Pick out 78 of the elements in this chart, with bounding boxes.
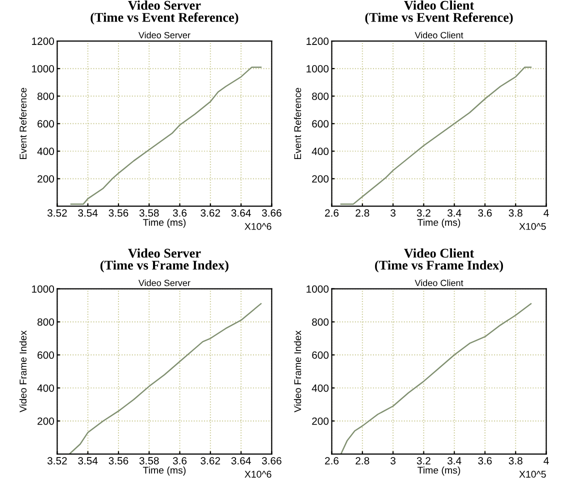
y-tick-label: 400: [312, 148, 329, 156]
x-tick-label: 3.62: [200, 457, 220, 464]
y-tick-label: 400: [37, 148, 54, 156]
x-tick-label: 3.64: [231, 457, 251, 464]
y-tick-label: 200: [312, 417, 329, 425]
x-axis-title: Time (ms): [418, 466, 460, 476]
y-tick-label: 600: [312, 120, 329, 128]
chart-title: Video Client (Time vs Event Reference): [365, 0, 513, 25]
y-tick-label: 800: [312, 318, 329, 326]
x-tick-label: 2.8: [356, 457, 370, 464]
x-tick-label: 3.58: [139, 457, 159, 464]
x-tick-label: 3.8: [508, 209, 522, 217]
y-tick-label: 600: [312, 351, 329, 359]
x-tick-label: 3: [390, 457, 396, 464]
x-tick-label: 3.6: [478, 457, 492, 464]
y-axis-title: Event Reference: [19, 88, 27, 160]
y-tick-label: 1000: [306, 65, 329, 72]
y-tick-label: 600: [38, 120, 54, 128]
y-tick-label: 1200: [32, 38, 54, 45]
y-axis-title: Event Reference: [294, 88, 302, 160]
x-tick-label: 3.4: [447, 457, 462, 464]
line-series: [340, 303, 532, 454]
y-tick-label: 200: [38, 417, 54, 425]
y-tick-label: 800: [37, 92, 54, 100]
text: X10^5: [519, 223, 546, 230]
y-tick-label: 800: [37, 318, 54, 326]
y-tick-label: 800: [312, 92, 329, 100]
x-tick-label: 3.58: [139, 209, 159, 217]
x-axis-title: Time (ms): [142, 466, 186, 476]
x-tick-label: 4: [544, 457, 549, 464]
x-tick-label: 3.66: [262, 457, 282, 464]
x-tick-label: 3.6: [172, 457, 187, 464]
text: X10^6: [244, 470, 272, 478]
x-tick-label: 3.2: [416, 457, 430, 464]
y-tick-label: 200: [312, 175, 329, 183]
x-tick-label: 3.64: [231, 209, 251, 217]
x-axis-title: Time (ms): [418, 218, 460, 228]
y-axis-title: Video Frame Index: [19, 330, 27, 412]
y-tick-label: 400: [312, 384, 329, 392]
text: X10^5: [519, 470, 546, 478]
chart-subtitle: Video Server: [138, 32, 190, 38]
line-series: [68, 303, 262, 454]
x-tick-label: 3.52: [47, 457, 67, 464]
x-tick-label: 2.8: [356, 209, 370, 217]
chart-title: Video Server (Time vs Event Reference): [90, 0, 238, 25]
x-axis-title: Time (ms): [142, 218, 186, 228]
x-tick-label: 2.6: [325, 209, 339, 217]
x-tick-label: 3.8: [508, 457, 522, 464]
x-tick-label: 3.54: [78, 209, 98, 217]
y-tick-label: 600: [38, 351, 54, 359]
x-tick-label: 3.52: [47, 209, 67, 217]
y-tick-label: 400: [37, 384, 54, 392]
x-tick-label: 3.62: [200, 209, 220, 217]
x-tick-label: 2.6: [325, 457, 339, 464]
x-tick-label: 3.4: [447, 209, 462, 217]
x-tick-label: 4: [544, 209, 549, 217]
x-tick-label: 3.66: [262, 209, 282, 217]
chart-title: Video Client (Time vs Frame Index): [375, 248, 503, 272]
x-tick-label: 3.56: [108, 457, 128, 464]
y-tick-label: 1000: [32, 65, 54, 72]
text: X10^6: [244, 223, 272, 230]
x-tick-label: 3.2: [416, 209, 430, 217]
x-tick-label: 3.6: [172, 209, 187, 217]
y-tick-label: 1200: [306, 38, 329, 45]
chart-subtitle: Video Server: [138, 280, 190, 286]
chart-title: Video Server (Time vs Frame Index): [100, 248, 228, 272]
x-tick-label: 3.6: [478, 209, 492, 217]
y-tick-label: 1000: [32, 285, 54, 293]
x-tick-label: 3: [390, 209, 396, 217]
chart-subtitle: Video Client: [414, 280, 464, 286]
y-tick-label: 1000: [306, 285, 329, 293]
x-tick-label: 3.54: [78, 457, 98, 464]
line-series: [340, 66, 532, 205]
line-series: [70, 66, 262, 205]
x-tick-label: 3.56: [108, 209, 128, 217]
chart-subtitle: Video Client: [414, 32, 464, 38]
y-axis-title: Video Frame Index: [294, 330, 302, 412]
y-tick-label: 200: [38, 175, 54, 183]
